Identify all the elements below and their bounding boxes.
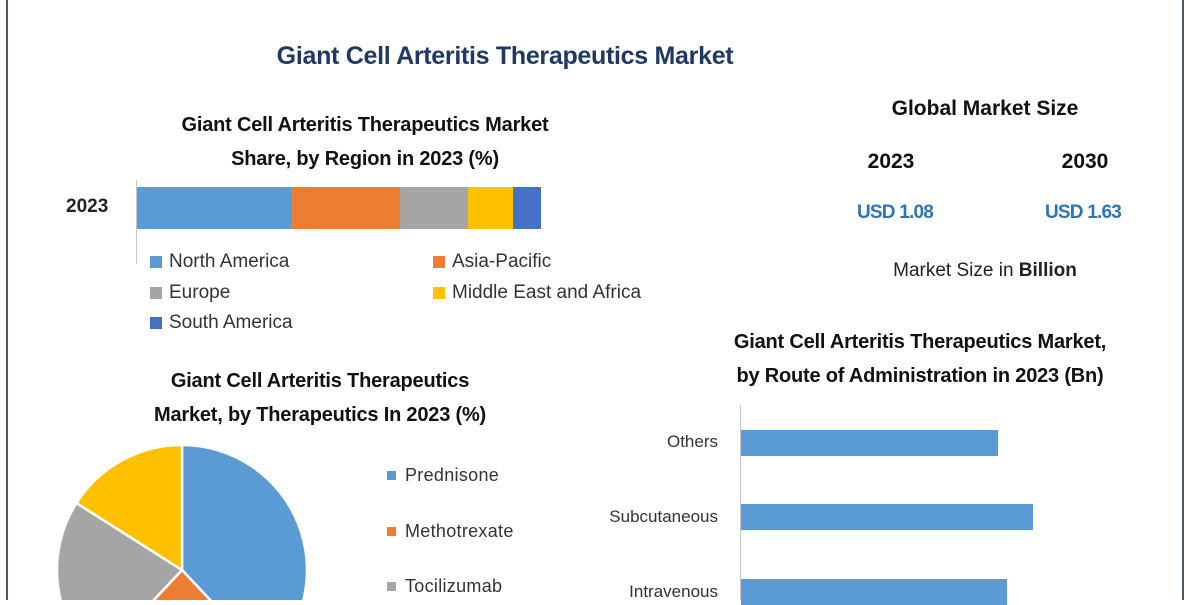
legend-label: Methotrexate (405, 521, 514, 541)
legend-swatch (433, 256, 445, 268)
region-segment-europe (399, 187, 469, 229)
market-size-year-2030: 2030 (1061, 150, 1109, 173)
page-title: Giant Cell Arteritis Therapeutics Market (276, 42, 734, 70)
market-size-year-2023: 2023 (867, 150, 915, 173)
market-size-unit: Market Size in Billion (850, 260, 1120, 282)
legend-item-asia-pacific: Asia-Pacific (433, 251, 551, 273)
pie-graphic (55, 443, 309, 600)
legend-label: South America (169, 312, 293, 333)
left-frame-border (6, 0, 8, 600)
pie-legend-methotrexate: Methotrexate (387, 521, 514, 542)
legend-label: Prednisone (405, 465, 500, 485)
market-size-value-2030: USD 1.63 (1045, 202, 1122, 223)
right-frame-border (1182, 0, 1184, 600)
legend-swatch (387, 527, 396, 536)
pie-legend-tocilizumab: Tocilizumab (387, 576, 502, 597)
route-bar-subcutaneous (741, 504, 1033, 530)
region-chart-title: Giant Cell Arteritis Therapeutics Market… (90, 108, 640, 176)
legend-swatch (433, 287, 445, 299)
pie-chart-title: Giant Cell Arteritis Therapeutics Market… (60, 364, 580, 432)
region-category-label: 2023 (66, 196, 109, 217)
legend-item-south-america: South America (150, 312, 293, 334)
region-chart-title-line2: Share, by Region in 2023 (%) (231, 148, 499, 170)
route-label-subcutaneous: Subcutaneous (609, 507, 718, 526)
legend-swatch (387, 471, 396, 480)
legend-swatch (150, 287, 162, 299)
route-label-others: Others (666, 432, 718, 451)
legend-label: Middle East and Africa (452, 282, 642, 303)
pie-slice-prednisone (180, 443, 309, 600)
route-chart-title: Giant Cell Arteritis Therapeutics Market… (660, 325, 1180, 393)
legend-swatch (150, 256, 162, 268)
route-bar-intravenous (741, 579, 1007, 605)
region-y-axis (136, 180, 137, 264)
legend-label: North America (169, 251, 290, 272)
route-chart-title-line1: Giant Cell Arteritis Therapeutics Market… (733, 331, 1107, 353)
region-stacked-bar (137, 187, 541, 229)
region-segment-north-america (137, 187, 291, 229)
region-segment-south-america (512, 187, 541, 229)
pie-slice-methotrexate (152, 568, 212, 600)
market-size-value-2023: USD 1.08 (857, 202, 934, 223)
legend-swatch (387, 582, 396, 591)
legend-item-europe: Europe (150, 282, 230, 304)
pie-slice-tocilizumab (55, 501, 184, 600)
market-size-title: Global Market Size (891, 97, 1079, 120)
legend-label: Asia-Pacific (452, 251, 552, 272)
legend-item-middle-east-africa: Middle East and Africa (433, 282, 641, 304)
legend-label: Tocilizumab (405, 576, 503, 596)
legend-swatch (150, 317, 162, 329)
route-label-intravenous: Intravenous (629, 582, 718, 601)
route-y-axis (740, 405, 741, 600)
pie-chart-title-line2: Market, by Therapeutics In 2023 (%) (153, 404, 486, 426)
legend-label: Europe (169, 282, 231, 303)
route-chart-title-line2: by Route of Administration in 2023 (Bn) (736, 365, 1104, 387)
route-bar-others (741, 430, 998, 456)
region-segment-asia-pacific (290, 187, 400, 229)
region-chart-title-line1: Giant Cell Arteritis Therapeutics Market (181, 114, 549, 136)
region-segment-middle-east-and-africa (468, 187, 513, 229)
market-size-unit-bold: Billion (1018, 260, 1077, 281)
pie-legend-prednisone: Prednisone (387, 465, 499, 486)
pie-slice--label-cut-off- (74, 443, 184, 573)
pie-chart-title-line1: Giant Cell Arteritis Therapeutics (170, 370, 470, 392)
market-size-unit-prefix: Market Size in (893, 260, 1019, 281)
legend-item-north-america: North America (150, 251, 289, 273)
